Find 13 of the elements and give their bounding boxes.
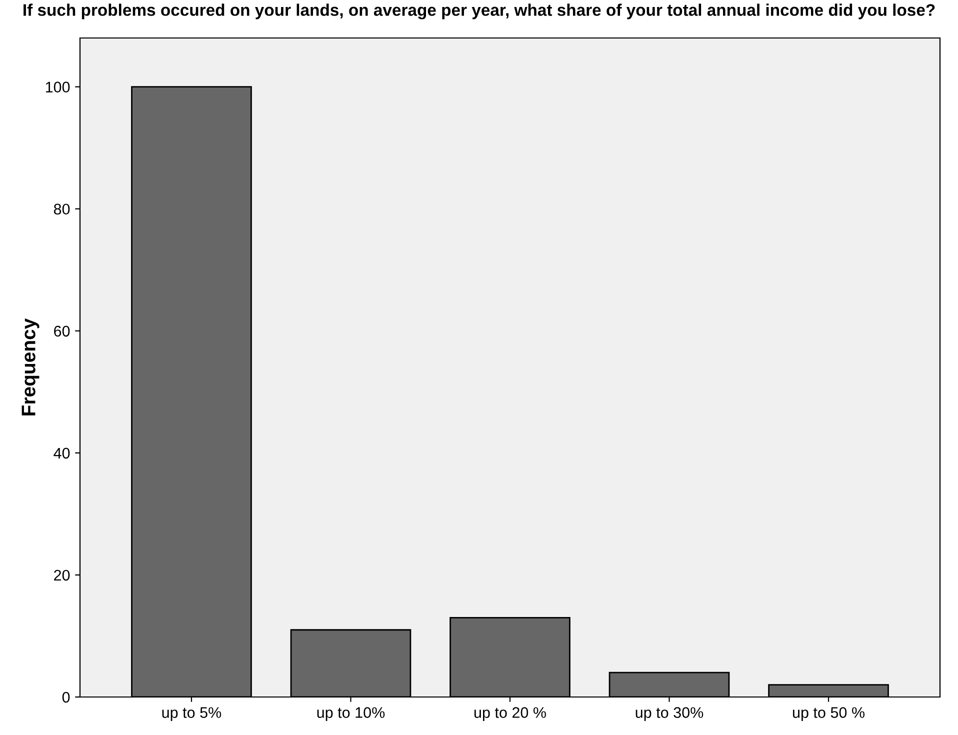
y-tick-label: 40	[54, 448, 70, 459]
y-tick-label: 0	[62, 692, 70, 703]
y-tick-label: 60	[54, 326, 70, 337]
x-tick-label: up to 30%	[636, 707, 704, 721]
x-tick-label: up to 50 %	[792, 707, 864, 721]
x-tick-label: up to 10%	[317, 707, 385, 721]
y-tick-label: 80	[54, 204, 70, 215]
y-axis-title: Frequency	[22, 318, 40, 416]
x-tick-label: up to 5%	[162, 707, 222, 721]
y-tick-label: 20	[54, 570, 70, 581]
x-tick-label: up to 20 %	[474, 707, 546, 721]
y-tick-label: 100	[46, 82, 70, 92]
chart-title: If such problems occured on your lands, on average per year, what share of your total annual income did you lose?	[24, 4, 935, 20]
